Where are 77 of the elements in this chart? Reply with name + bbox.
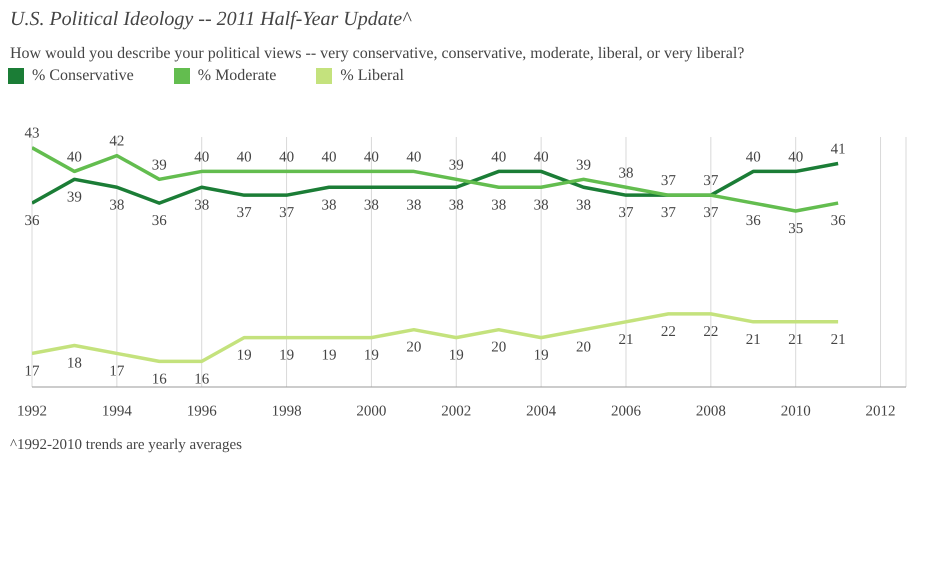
data-label: 42 (109, 134, 124, 150)
x-tick-label: 2010 (780, 404, 811, 420)
data-label: 20 (406, 340, 422, 356)
data-label: 19 (364, 348, 379, 364)
data-label: 21 (746, 332, 761, 348)
data-label: 38 (194, 197, 210, 214)
data-label: 38 (534, 197, 549, 214)
data-label: 40 (788, 149, 804, 166)
data-label: 40 (194, 149, 210, 166)
chart-title: U.S. Political Ideology -- 2011 Half-Year Update^ (10, 8, 412, 31)
x-tick-label: 1998 (272, 404, 302, 420)
data-label: 19 (448, 348, 464, 364)
data-label: 39 (576, 157, 592, 174)
data-label: 38 (576, 197, 592, 214)
data-label: 38 (406, 197, 422, 214)
data-label: 16 (194, 371, 210, 388)
data-label: 20 (491, 340, 506, 356)
x-tick-label: 2012 (866, 404, 896, 420)
data-label: 19 (321, 348, 336, 364)
data-label: 37 (618, 205, 634, 222)
data-label: 22 (660, 324, 676, 340)
text: ^1992-2010 trends are yearly averages (10, 437, 243, 454)
x-tick-label: 2008 (696, 404, 726, 420)
data-label: 19 (279, 348, 294, 364)
data-label: 38 (364, 197, 379, 214)
data-label: 40 (406, 149, 422, 166)
data-label: 18 (66, 356, 82, 372)
data-label: 21 (788, 332, 804, 348)
data-label: 36 (746, 213, 762, 230)
data-label: 41 (830, 142, 846, 158)
data-label: 37 (236, 205, 252, 222)
data-label: 40 (66, 149, 82, 166)
x-tick-label: 2006 (610, 404, 642, 420)
x-tick-label: 2004 (526, 404, 557, 420)
data-label: 19 (236, 348, 252, 364)
data-label: 43 (24, 126, 40, 142)
data-label: 19 (534, 348, 549, 364)
legend-label: % Moderate (198, 67, 276, 85)
x-tick-label: 2002 (441, 404, 472, 420)
chart-subtitle: How would you describe your political views -- very conservative, conservative, moderate, liberal, or very liberal? (10, 44, 746, 64)
x-tick-label: 1992 (17, 404, 47, 420)
data-label: 38 (491, 197, 506, 214)
data-label: 38 (618, 165, 634, 182)
data-label: 39 (448, 157, 464, 174)
legend-label: % Conservative (32, 67, 134, 85)
data-label: 38 (109, 197, 124, 214)
data-label: 37 (703, 205, 719, 222)
data-label: 17 (109, 363, 125, 380)
data-label: 16 (152, 371, 168, 388)
data-label: 37 (703, 173, 719, 190)
data-label: 37 (660, 205, 676, 222)
x-tick-label: 1994 (102, 404, 132, 420)
data-label: 40 (279, 149, 294, 166)
data-label: 39 (66, 189, 82, 206)
data-label: 22 (703, 324, 718, 340)
data-label: 37 (279, 205, 295, 222)
data-label: 37 (660, 173, 676, 190)
data-label: 20 (576, 340, 592, 356)
data-label: 38 (321, 197, 336, 214)
data-label: 40 (321, 149, 336, 166)
data-label: 40 (534, 149, 549, 166)
x-tick-label: 1996 (186, 404, 218, 420)
x-tick-label: 2000 (356, 404, 386, 420)
data-label: 40 (236, 149, 252, 166)
data-label: 40 (746, 149, 761, 166)
data-label: 40 (491, 149, 506, 166)
data-label: 21 (618, 332, 634, 348)
data-label: 38 (448, 197, 464, 214)
data-label: 35 (788, 220, 804, 237)
data-label: 17 (24, 363, 40, 380)
data-label: 36 (830, 213, 846, 230)
data-label: 21 (830, 332, 846, 348)
data-label: 36 (152, 213, 168, 230)
data-label: 39 (152, 157, 167, 174)
legend-label: % Liberal (340, 67, 404, 85)
data-label: 36 (24, 213, 40, 230)
data-label: 40 (364, 149, 379, 166)
